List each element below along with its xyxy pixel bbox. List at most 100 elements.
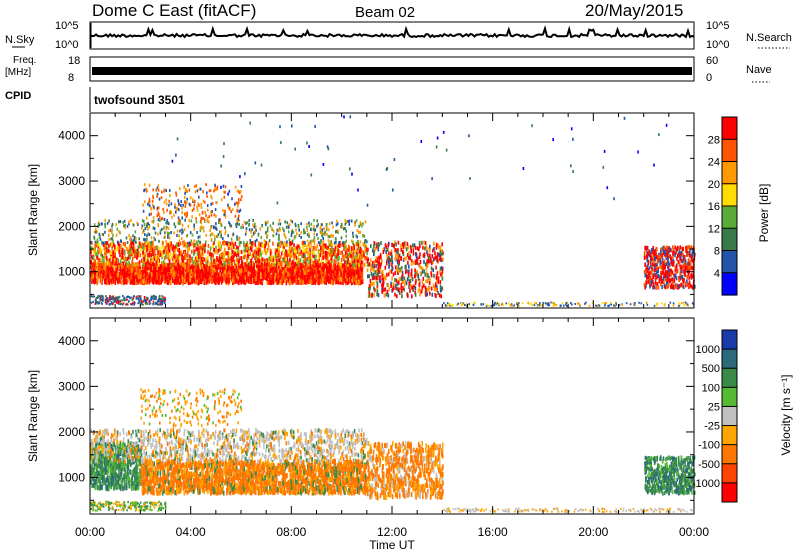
heatmap-cell	[203, 264, 206, 270]
heatmap-cell	[324, 262, 327, 268]
heatmap-cell	[329, 252, 331, 257]
heatmap-cell	[354, 263, 357, 268]
heatmap-cell	[139, 241, 141, 246]
heatmap-cell	[300, 249, 303, 254]
heatmap-cell	[367, 257, 369, 262]
heatmap-cell	[340, 262, 342, 267]
heatmap-cell	[261, 268, 264, 273]
heatmap-cell	[339, 244, 341, 249]
heatmap-cell	[165, 221, 167, 225]
heatmap-cell	[237, 252, 240, 257]
heatmap-cell	[204, 219, 206, 223]
heatmap-cell	[175, 273, 177, 279]
heatmap-cell	[359, 259, 361, 264]
heatmap-cell	[155, 188, 157, 192]
heatmap-cell	[358, 274, 361, 280]
heatmap-cell	[368, 290, 370, 295]
heatmap-cell	[363, 253, 365, 257]
heatmap-cell	[163, 200, 166, 204]
heatmap-cell	[193, 203, 196, 207]
heatmap-cell	[104, 218, 106, 222]
heatmap-cell	[310, 227, 313, 231]
heatmap-cell	[274, 248, 277, 253]
heatmap-cell	[140, 247, 142, 252]
heatmap-cell	[298, 277, 300, 283]
heatmap-cell	[291, 240, 293, 245]
heatmap-cell	[150, 241, 152, 245]
heatmap-cell	[304, 248, 306, 253]
heatmap-cell	[322, 276, 324, 282]
heatmap-cell	[191, 256, 194, 261]
heatmap-cell	[91, 270, 94, 276]
heatmap-cell	[341, 225, 344, 229]
heatmap-cell	[145, 265, 148, 271]
heatmap-cell	[92, 273, 94, 279]
heatmap-cell	[223, 265, 226, 271]
heatmap-cell	[285, 253, 288, 257]
heatmap-cell	[228, 207, 231, 211]
heatmap-cell	[118, 230, 120, 234]
heatmap-cell	[268, 264, 271, 270]
heatmap-cell	[362, 234, 364, 238]
heatmap-cell	[273, 266, 276, 272]
heatmap-cell	[322, 232, 325, 236]
heatmap-cell	[417, 256, 419, 261]
heatmap-cell	[277, 229, 280, 233]
heatmap-cell	[359, 240, 362, 244]
heatmap-cell	[329, 240, 331, 244]
heatmap-cell	[154, 277, 157, 283]
heatmap-cell	[437, 276, 440, 281]
heatmap-cell	[310, 222, 313, 226]
heatmap-cell	[402, 258, 405, 262]
heatmap-cell	[261, 263, 263, 267]
heatmap-cell	[301, 270, 304, 275]
heatmap-cell	[360, 223, 363, 226]
heatmap-cell	[99, 258, 102, 263]
heatmap-cell	[236, 219, 239, 223]
heatmap-cell	[183, 255, 186, 260]
heatmap-cell	[320, 260, 323, 265]
heatmap-cell	[252, 253, 254, 258]
heatmap-cell	[250, 263, 252, 267]
heatmap-cell	[144, 233, 146, 237]
heatmap-cell	[207, 273, 209, 279]
heatmap-cell	[345, 264, 347, 270]
heatmap-cell	[252, 219, 254, 222]
nsky-bottom-tick: 10^0	[55, 39, 79, 51]
heatmap-cell	[192, 263, 195, 269]
heatmap-cell	[128, 255, 130, 260]
heatmap-cell	[112, 274, 114, 280]
heatmap-cell	[343, 272, 345, 278]
heatmap-cell	[220, 279, 223, 285]
heatmap-cell	[304, 241, 306, 245]
heatmap-cell	[337, 264, 339, 270]
heatmap-cell	[91, 275, 93, 281]
heatmap-cell	[230, 224, 233, 228]
heatmap-cell	[237, 262, 240, 268]
heatmap-cell	[148, 225, 150, 229]
heatmap-cell	[259, 250, 261, 255]
heatmap-cell	[320, 269, 322, 275]
heatmap-cell	[376, 292, 378, 297]
heatmap-cell	[226, 268, 228, 273]
heatmap-cell	[380, 262, 382, 267]
heatmap-cell	[167, 242, 169, 247]
heatmap-cell	[222, 209, 224, 213]
heatmap-cell	[276, 252, 278, 256]
heatmap-cell	[242, 265, 244, 271]
heatmap-cell	[328, 222, 331, 226]
heatmap-cell	[295, 256, 298, 260]
heatmap-cell	[266, 221, 269, 225]
heatmap-cell	[221, 252, 224, 257]
heatmap-cell	[435, 282, 437, 287]
heatmap-cell	[276, 280, 279, 285]
heatmap-cell	[300, 270, 303, 276]
heatmap-cell	[99, 237, 102, 241]
heatmap-cell	[332, 251, 335, 256]
heatmap-cell	[299, 251, 301, 256]
heatmap-cell	[141, 259, 144, 263]
power-heatmap-data	[90, 115, 696, 307]
heatmap-cell	[306, 275, 309, 281]
heatmap-cell	[179, 187, 181, 191]
heatmap-cell	[173, 262, 175, 267]
